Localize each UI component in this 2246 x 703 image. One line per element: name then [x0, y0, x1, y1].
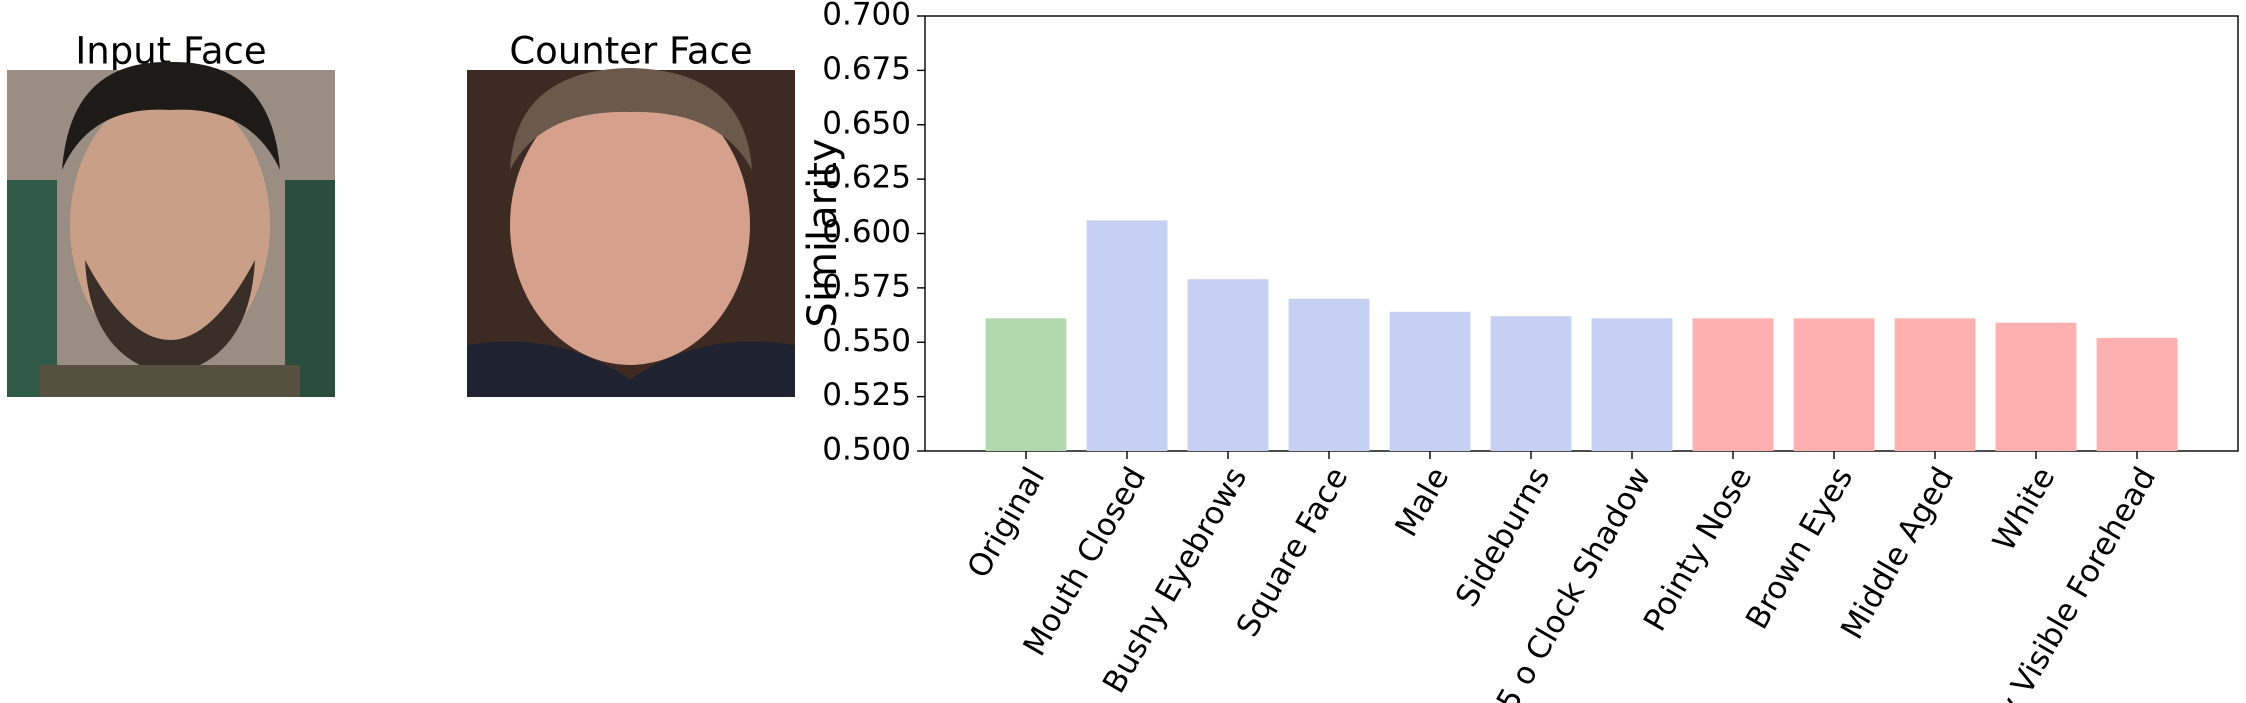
bar — [1793, 318, 1875, 451]
y-tick-label: 0.600 — [822, 214, 911, 250]
bar — [1187, 279, 1269, 451]
bar — [1490, 316, 1572, 451]
bar — [2096, 337, 2178, 451]
x-tick-label: Male — [1388, 461, 1456, 543]
x-tick-label: Original — [960, 461, 1052, 584]
y-tick-label: 0.675 — [822, 51, 911, 87]
y-axis-label: Similarity — [800, 138, 846, 327]
y-tick-label: 0.625 — [822, 160, 911, 196]
x-tick-label: Fully Visible Forehead — [1964, 461, 2163, 703]
x-tick-label: Sideburns — [1449, 461, 1557, 613]
bar — [1389, 311, 1471, 451]
input-face-image — [7, 61, 335, 397]
bar — [985, 318, 1067, 451]
bar — [1591, 318, 1673, 451]
y-tick-label: 0.700 — [822, 0, 911, 33]
panel-title: Counter Face — [509, 30, 752, 73]
bar — [1692, 318, 1774, 451]
y-tick-label: 0.550 — [822, 323, 911, 359]
y-tick-label: 0.500 — [822, 432, 911, 468]
y-tick-label: 0.575 — [822, 268, 911, 304]
counter-face-image — [467, 68, 795, 397]
bar — [1086, 220, 1168, 451]
bar — [1894, 318, 1976, 451]
x-tick-label: Brown Eyes — [1739, 461, 1860, 635]
x-tick-label: White — [1986, 461, 2062, 557]
y-tick-label: 0.650 — [822, 105, 911, 141]
bar — [1995, 322, 2077, 451]
bar — [1288, 298, 1370, 451]
y-tick-label: 0.525 — [822, 377, 911, 413]
x-tick-label: Pointy Nose — [1637, 461, 1759, 637]
